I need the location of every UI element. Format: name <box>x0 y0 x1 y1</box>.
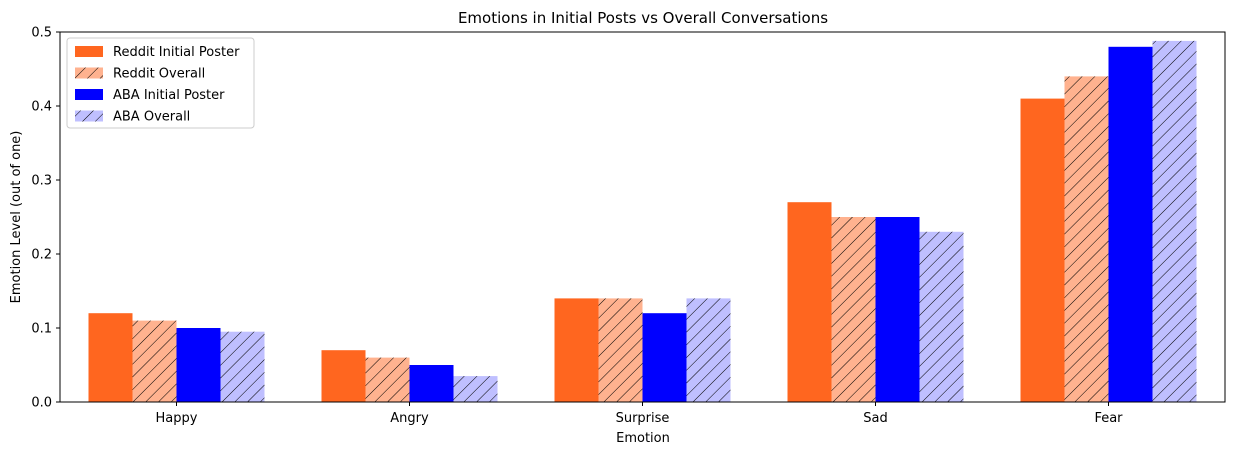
bar-2-3 <box>875 217 920 402</box>
legend-swatch-hatch-1 <box>75 67 103 79</box>
legend-swatch-2 <box>75 89 103 100</box>
legend-box <box>66 37 255 129</box>
bar-hatch-3-0 <box>220 331 265 402</box>
bar-hatch-1-4 <box>1064 76 1109 403</box>
legend-label-2: ABA Initial Poster <box>113 88 225 103</box>
legend-label-3: ABA Overall <box>113 110 190 125</box>
y-axis-label: Emotion Level (out of one) <box>9 131 24 304</box>
bar-hatch-3-4 <box>1152 40 1197 402</box>
y-tick-label: 0.1 <box>31 322 52 337</box>
y-tick-label: 0.0 <box>31 396 52 411</box>
bar-0-0 <box>88 313 133 402</box>
bar-2-2 <box>642 313 687 402</box>
x-tick-label: Sad <box>863 411 887 426</box>
y-tick-label: 0.4 <box>31 100 52 115</box>
y-tick-label: 0.2 <box>31 248 52 263</box>
legend-swatch-hatch-3 <box>75 110 103 122</box>
legend-swatch-0 <box>75 46 103 57</box>
bar-hatch-3-2 <box>686 298 731 402</box>
legend-label-0: Reddit Initial Poster <box>113 45 240 60</box>
bar-0-1 <box>321 350 366 402</box>
chart-title: Emotions in Initial Posts vs Overall Con… <box>458 9 828 27</box>
bar-hatch-1-2 <box>598 298 643 402</box>
bar-hatch-3-1 <box>453 376 498 402</box>
legend-label-1: Reddit Overall <box>113 67 205 82</box>
plot-area: 0.0 0.1 0.2 0.3 0.4 0.5 Happy Angry Surprise Sad F… <box>31 26 1226 426</box>
bar-hatch-1-3 <box>831 217 876 402</box>
x-tick-label: Fear <box>1094 411 1123 426</box>
bar-0-2 <box>554 298 599 402</box>
y-tick-label: 0.3 <box>31 174 52 189</box>
bar-2-4 <box>1108 46 1153 403</box>
x-tick-label: Angry <box>390 411 429 426</box>
bar-2-1 <box>409 365 454 402</box>
bar-0-3 <box>787 202 832 402</box>
bar-hatch-3-3 <box>919 231 964 402</box>
bar-hatch-1-0 <box>132 320 177 402</box>
bar-hatch-1-1 <box>365 357 410 402</box>
legend: Reddit Initial Poster Reddit Overall ABA I… <box>66 37 255 129</box>
x-tick-label: Surprise <box>616 411 670 426</box>
bar-2-0 <box>176 328 221 402</box>
x-axis-label: Emotion <box>616 431 670 446</box>
y-tick-label: 0.5 <box>31 26 52 41</box>
x-tick-label: Happy <box>156 411 198 426</box>
bar-0-4 <box>1020 98 1065 402</box>
